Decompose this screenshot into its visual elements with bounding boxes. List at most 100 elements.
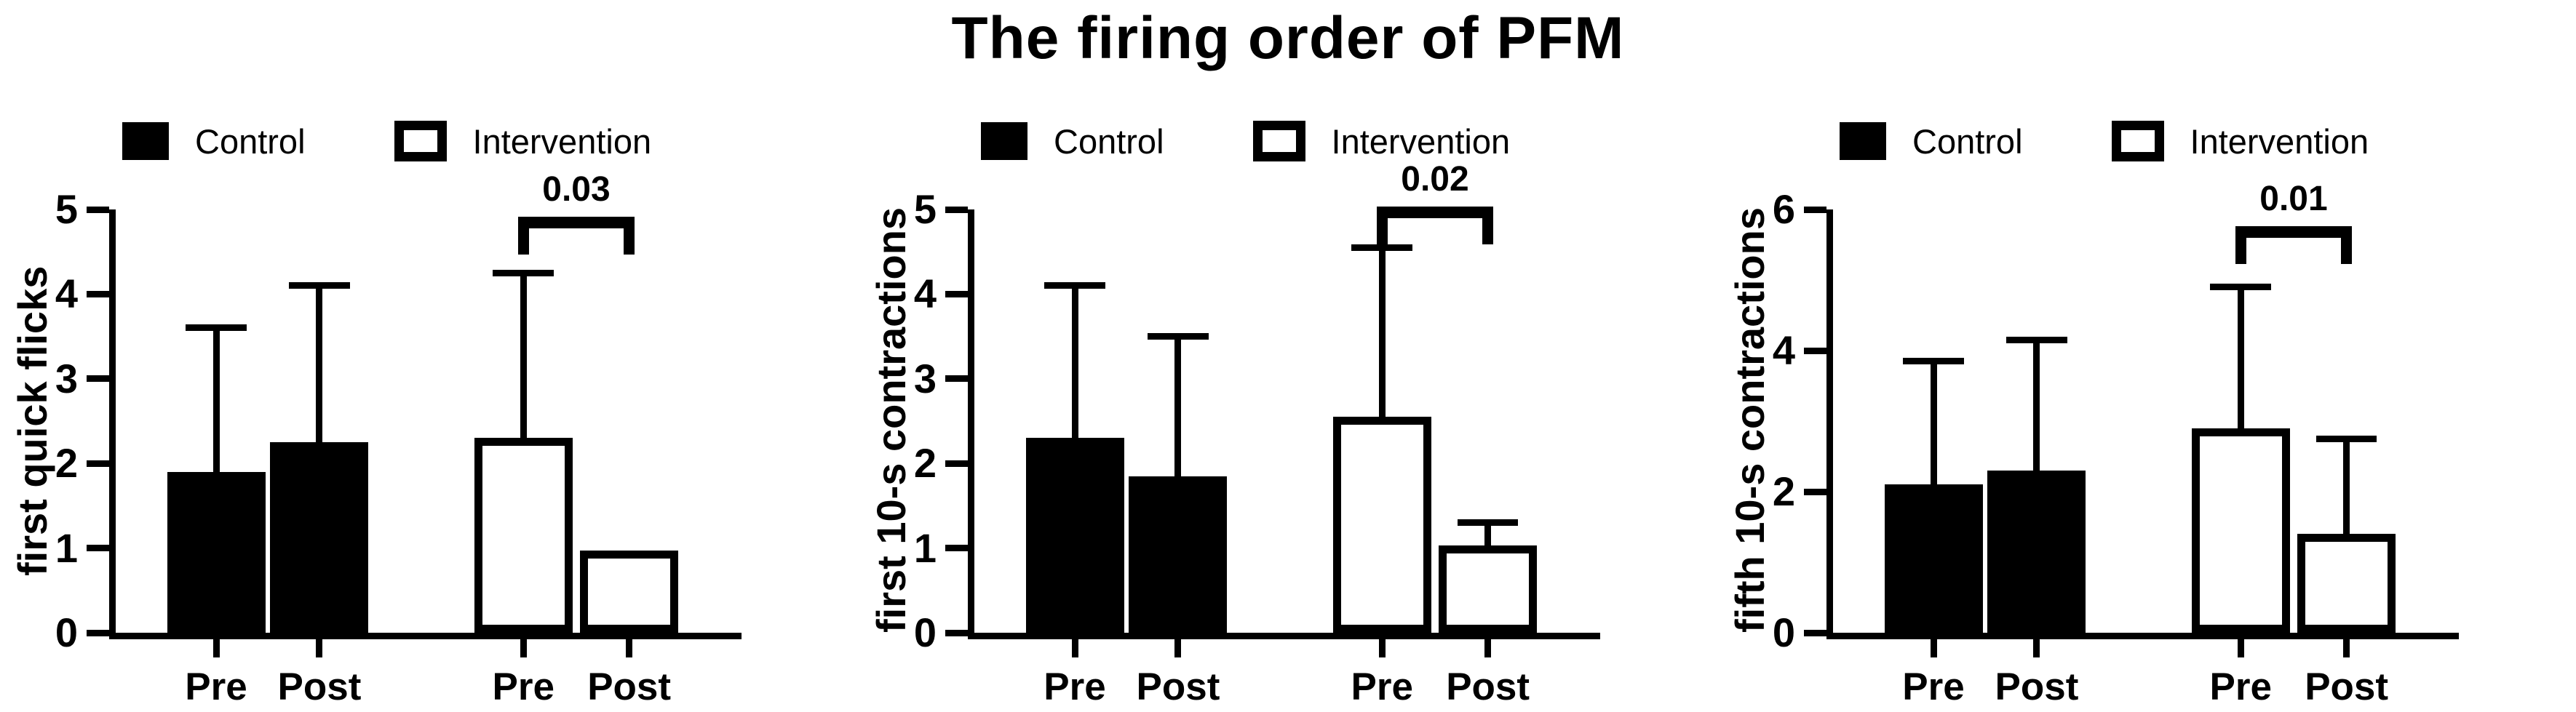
- bar-control-pre: [167, 471, 266, 633]
- x-tick: [1071, 639, 1078, 657]
- x-tick-label: Pre: [2209, 665, 2273, 708]
- y-tick-label: 4: [1772, 327, 1795, 373]
- legend-item-control: Control: [122, 121, 306, 161]
- y-tick-label: 6: [1772, 186, 1795, 232]
- error-bar: [520, 273, 527, 439]
- bar-intervention-post: [1439, 545, 1538, 633]
- y-tick: [945, 629, 968, 636]
- control-swatch-icon: [981, 122, 1027, 160]
- x-tick: [1484, 639, 1492, 657]
- x-tick-label: Post: [1136, 665, 1220, 708]
- y-tick-label: 2: [913, 440, 937, 487]
- legend-label: Control: [1912, 121, 2023, 161]
- bar-intervention-pre: [2191, 428, 2290, 633]
- error-bar-cap: [1044, 282, 1105, 289]
- bar-control-post: [270, 442, 369, 633]
- x-tick: [520, 639, 527, 657]
- error-bar: [1071, 285, 1078, 439]
- error-bar-cap: [186, 324, 247, 332]
- y-tick-label: 5: [913, 186, 937, 232]
- error-bar: [2343, 439, 2350, 535]
- x-tick: [1378, 639, 1386, 657]
- chart-title: The firing order of PFM: [951, 5, 1625, 71]
- y-tick-label: 0: [55, 609, 78, 655]
- y-tick-label: 2: [1772, 468, 1795, 514]
- y-tick: [87, 206, 109, 213]
- y-tick-label: 0: [913, 609, 937, 655]
- x-tick: [2033, 639, 2040, 657]
- intervention-swatch-icon: [2111, 121, 2164, 161]
- legend-item-intervention: Intervention: [394, 121, 651, 161]
- y-axis-title: first quick flicks: [9, 265, 55, 577]
- legend: Control Intervention: [122, 121, 651, 161]
- bar-intervention-post: [2297, 534, 2396, 633]
- significance-bracket-end: [2341, 225, 2353, 265]
- x-tick: [1930, 639, 1937, 657]
- error-bar: [1174, 336, 1182, 476]
- chart-panel-2: Control Intervention first 10-s contractio…: [859, 93, 1717, 712]
- error-bar-cap: [2006, 336, 2067, 343]
- significance-bracket-end: [517, 216, 529, 255]
- legend: Control Intervention: [981, 121, 1510, 161]
- y-tick: [87, 629, 109, 636]
- plot-area: 0 1 2 3 4 5 Pre Post Pre Post 0.02: [914, 160, 1600, 708]
- bar-control-pre: [1884, 484, 1983, 633]
- legend-item-control: Control: [1840, 121, 2023, 161]
- y-tick: [1804, 347, 1826, 354]
- x-tick: [2237, 639, 2244, 657]
- y-tick-label: 3: [913, 355, 937, 401]
- bar-intervention-post: [580, 551, 679, 633]
- y-tick: [87, 375, 109, 383]
- plot-area: 0 2 4 6 Pre Post Pre Post 0.01: [1773, 180, 2459, 708]
- y-tick: [945, 206, 968, 213]
- significance-bracket: [1376, 206, 1494, 218]
- control-swatch-icon: [1840, 122, 1886, 160]
- y-tick-label: 0: [1772, 609, 1795, 655]
- bar-intervention-pre: [1332, 417, 1431, 633]
- x-tick-label: Pre: [492, 665, 555, 708]
- x-tick-label: Pre: [1043, 665, 1106, 708]
- error-bar: [1378, 247, 1386, 417]
- x-tick-label: Post: [1995, 665, 2079, 708]
- p-value-label: 0.02: [1401, 159, 1469, 199]
- y-tick: [945, 460, 968, 467]
- legend-label: Control: [1054, 121, 1164, 161]
- error-bar-cap: [2315, 435, 2377, 442]
- error-bar: [212, 327, 220, 472]
- significance-bracket: [2235, 225, 2353, 238]
- x-tick-label: Pre: [1351, 665, 1414, 708]
- x-tick-label: Post: [1446, 665, 1530, 708]
- significance-bracket-end: [1482, 206, 1494, 245]
- bar-control-post: [1987, 470, 2086, 633]
- legend: Control Intervention: [1840, 121, 2369, 161]
- x-tick: [212, 639, 220, 657]
- p-value-label: 0.01: [2259, 179, 2328, 218]
- error-bar-cap: [1903, 358, 1964, 365]
- x-tick: [2343, 639, 2350, 657]
- y-tick-label: 2: [55, 440, 78, 487]
- legend-label: Intervention: [1331, 121, 1511, 161]
- legend-label: Control: [195, 121, 306, 161]
- x-tick: [316, 639, 323, 657]
- x-tick: [1174, 639, 1182, 657]
- chart-panel-1: Control Intervention first quick flicks 0 1 2…: [0, 93, 859, 712]
- y-tick: [87, 290, 109, 297]
- y-tick-label: 3: [55, 355, 78, 401]
- y-tick-label: 1: [55, 524, 78, 571]
- error-bar: [2237, 287, 2244, 428]
- y-tick: [87, 460, 109, 467]
- chart-panel-3: Control Intervention fifth 10-s contractio…: [1717, 93, 2576, 712]
- x-tick: [626, 639, 633, 657]
- y-axis-title: first 10-s contractions: [868, 207, 914, 633]
- bar-intervention-pre: [474, 438, 573, 633]
- plot-area: 0 1 2 3 4 5 Pre Post Pre Post 0.03: [55, 170, 742, 708]
- y-tick-label: 4: [55, 271, 78, 317]
- error-bar-cap: [2210, 284, 2272, 291]
- significance-bracket-end: [2235, 225, 2246, 265]
- y-tick: [1804, 488, 1826, 495]
- bar-control-pre: [1025, 438, 1124, 633]
- error-bar-cap: [1457, 519, 1519, 527]
- y-tick: [945, 545, 968, 552]
- bar-control-post: [1129, 476, 1228, 633]
